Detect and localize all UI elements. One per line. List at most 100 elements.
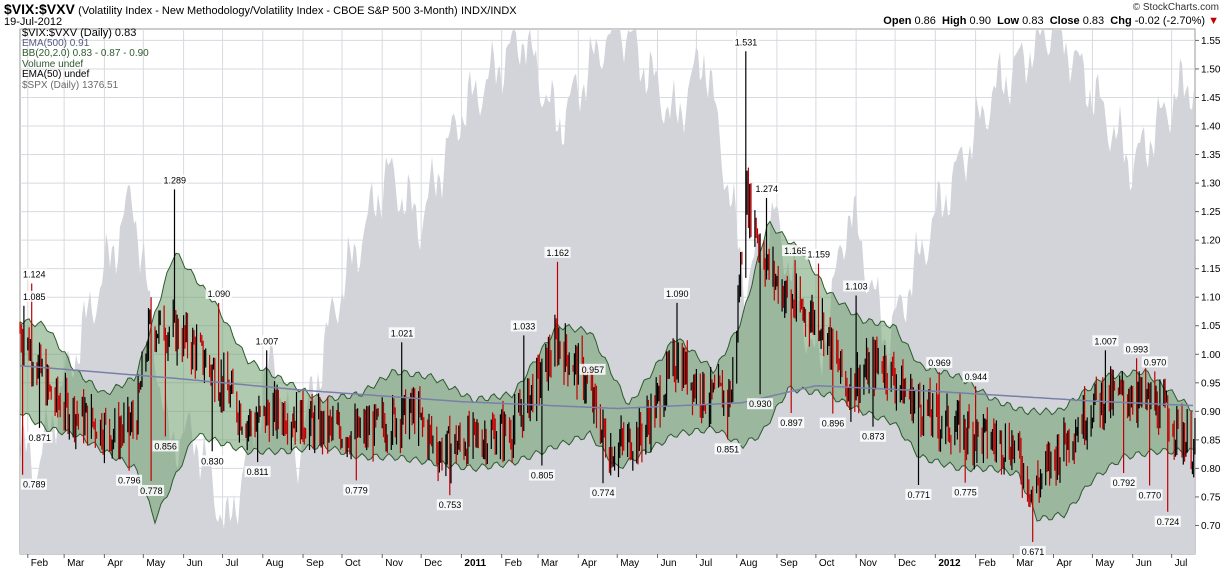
annotation-label: 1.007 [1094, 336, 1117, 346]
annotation-bg [843, 280, 870, 292]
x-tick-label: Jul [1175, 558, 1188, 569]
annotation-label: 1.007 [256, 336, 279, 346]
annotation-bg [510, 320, 537, 332]
exchange-label: INDX/INDX [461, 5, 517, 17]
annotation-label: 0.789 [23, 480, 46, 490]
quote-summary: Open 0.86 High 0.90 Low 0.83 Close 0.83 … [883, 15, 1219, 27]
annotation-bg [21, 268, 47, 280]
down-arrow-icon: ▼ [1208, 15, 1219, 27]
annotation-label: 0.753 [439, 500, 462, 510]
annotation-bg [1123, 343, 1150, 355]
x-axis: Feb Mar Apr May Jun Jul Aug Sep Oct Nov Dec 2011 Feb… [27, 554, 1188, 569]
y-tick-label: 1.20 [1201, 236, 1221, 247]
x-tick-label: Mar [541, 558, 559, 569]
annotation-bg [116, 474, 143, 486]
annotation-bg [778, 417, 805, 429]
annotation-bg [343, 484, 370, 496]
annotation-bg [747, 398, 774, 410]
symbol-label: $VIX:$VXV [4, 1, 75, 17]
x-tick-label: Sep [780, 558, 798, 569]
x-tick-label: Nov [385, 558, 403, 569]
annotation-label: 0.944 [965, 372, 988, 382]
x-tick-label: Jul [699, 558, 712, 569]
annotation-bg [579, 363, 606, 375]
annotation-bg [544, 246, 571, 258]
x-tick-label: Oct [345, 558, 361, 569]
y-tick-label: 1.30 [1201, 179, 1221, 190]
annotation-bg [753, 182, 780, 194]
annotation-bg [805, 248, 832, 260]
x-tick-label: Nov [859, 558, 877, 569]
y-tick-label: 1.40 [1201, 122, 1221, 133]
annotation-bg [952, 486, 979, 498]
annotation-bg [926, 356, 953, 368]
annotation-label: 1.159 [807, 250, 830, 260]
brand-watermark[interactable]: © StockCharts.com [1132, 2, 1219, 13]
annotation-label: 0.774 [592, 488, 615, 498]
annotation-bg [819, 417, 846, 429]
annotation-label: 1.103 [845, 281, 868, 291]
x-tick-label: May [620, 558, 639, 569]
close-value: 0.83 [1082, 15, 1105, 27]
y-tick-label: 1.05 [1201, 321, 1221, 332]
legend-item-ema500: EMA(500) 0.91 [22, 37, 90, 49]
annotation-bg [26, 431, 53, 443]
x-tick-label: Aug [266, 558, 284, 569]
annotation-label: 1.090 [208, 289, 231, 299]
y-tick-label: 0.70 [1201, 521, 1221, 532]
y-tick-label: 0.80 [1201, 464, 1221, 475]
annotation-bg [589, 487, 616, 499]
annotation-bg [962, 371, 989, 383]
low-label: Low [997, 15, 1020, 27]
x-tick-label: May [146, 558, 165, 569]
x-tick-label: Dec [898, 558, 916, 569]
x-tick-label: Mar [1016, 558, 1034, 569]
annotation-label: 1.531 [735, 37, 758, 47]
x-tick-label: Aug [740, 558, 758, 569]
annotation-label: 1.274 [756, 184, 779, 194]
annotation-label: 0.792 [1113, 478, 1136, 488]
annotation-label: 0.856 [154, 441, 177, 451]
annotation-label: 0.805 [531, 471, 554, 481]
annotation-bg [161, 174, 188, 186]
annotation-bg [1141, 356, 1168, 368]
annotation-bg [388, 327, 415, 339]
x-tick-label: Oct [819, 558, 835, 569]
annotation-label: 0.771 [907, 490, 930, 500]
annotation-bg [199, 455, 226, 467]
annotation-bg [152, 440, 179, 452]
x-tick-label: Apr [581, 558, 597, 569]
chart-title: $VIX:$VXV (Volatility Index - New Method… [4, 1, 517, 17]
high-label: High [942, 15, 967, 27]
annotation-bg [21, 478, 47, 490]
annotation-bg [905, 488, 932, 500]
y-axis: 0.70 0.75 0.80 0.85 0.90 0.95 1.00 1.05 1.10 1.15… [1195, 36, 1221, 532]
annotation-bg [1154, 515, 1181, 527]
annotation-label: 0.970 [1144, 357, 1167, 367]
annotation-label: 1.165 [784, 246, 807, 256]
annotation-bg [714, 443, 741, 455]
annotation-label: 0.724 [1157, 517, 1180, 527]
y-tick-label: 1.45 [1201, 93, 1221, 104]
y-tick-label: 0.75 [1201, 492, 1221, 503]
chg-label: Chg [1110, 15, 1132, 27]
y-tick-label: 0.95 [1201, 378, 1221, 389]
legend-item-price: $VIX:$VXV (Daily) 0.83 [22, 27, 137, 39]
ema500-line [19, 364, 1194, 410]
annotation-bg [1092, 335, 1119, 347]
annotation-label: 0.671 [1022, 547, 1045, 557]
annotation-label: 1.021 [391, 328, 414, 338]
annotation-label: 0.896 [822, 419, 845, 429]
annotation-label: 0.873 [862, 432, 885, 442]
x-tick-label: 2012 [938, 558, 961, 569]
x-tick-label: Jun [1136, 558, 1152, 569]
x-tick-label: 2011 [464, 558, 486, 569]
bollinger-lower-line [19, 385, 1194, 525]
y-tick-label: 1.55 [1201, 36, 1221, 47]
y-tick-label: 1.00 [1201, 350, 1221, 361]
chart-legend: $VIX:$VXV (Daily) 0.83 EMA(500) 0.91 BB(… [22, 28, 149, 91]
y-tick-label: 1.25 [1201, 207, 1221, 218]
annotation-bg [1136, 489, 1163, 501]
x-tick-label: Jun [660, 558, 676, 569]
legend-item-ema50: EMA(50) undef [22, 69, 90, 80]
